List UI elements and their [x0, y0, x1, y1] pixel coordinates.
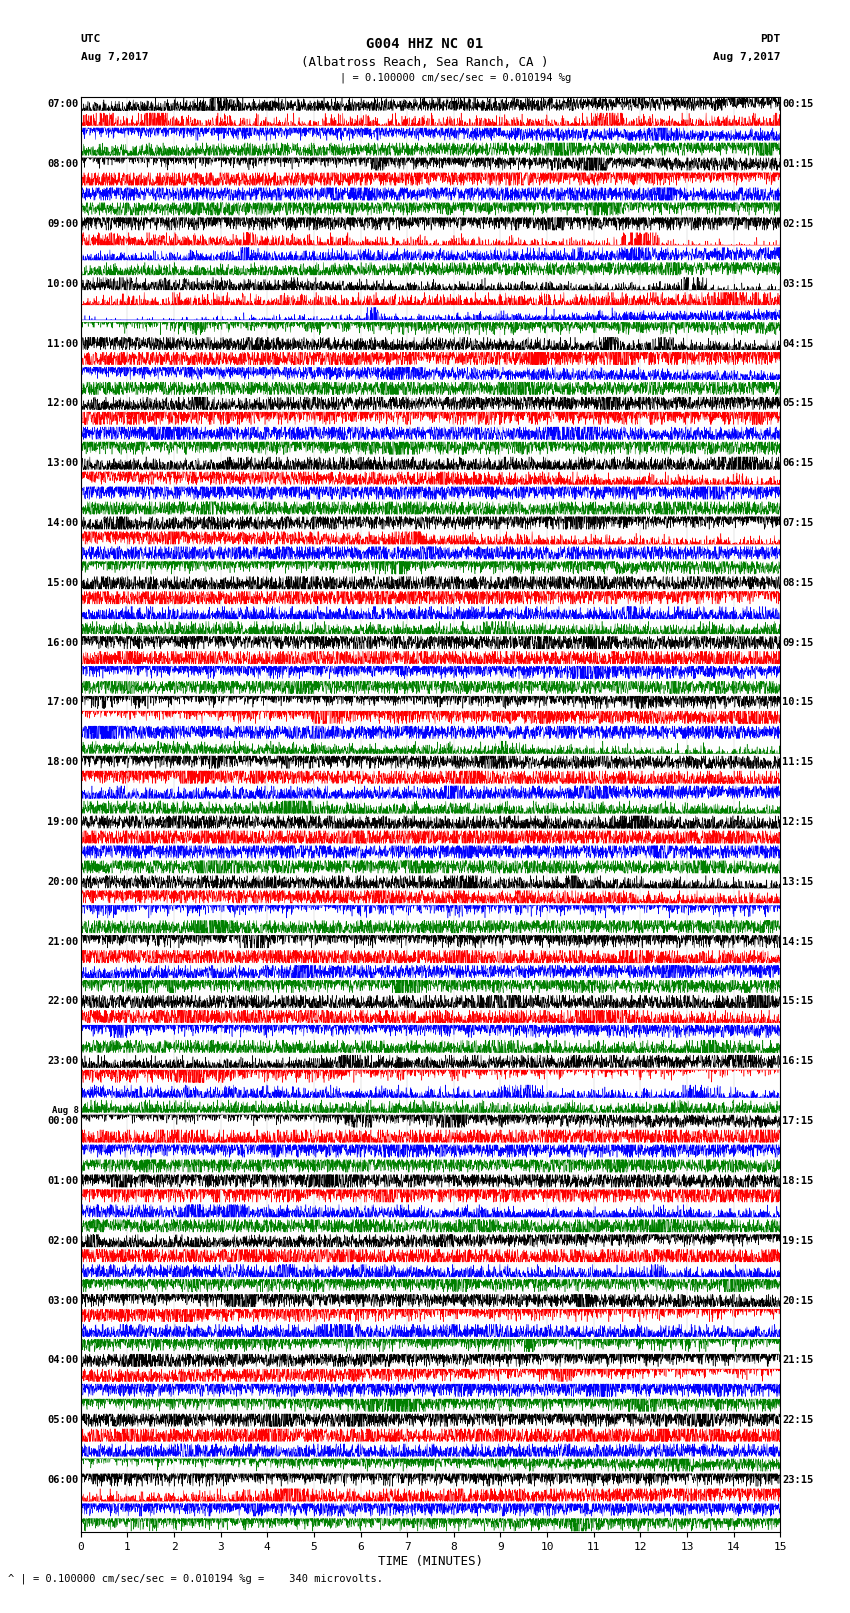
Text: 05:00: 05:00	[48, 1415, 79, 1426]
Text: 00:15: 00:15	[782, 100, 813, 110]
Text: 07:15: 07:15	[782, 518, 813, 527]
Text: 04:15: 04:15	[782, 339, 813, 348]
Text: 16:00: 16:00	[48, 637, 79, 647]
Text: (Albatross Reach, Sea Ranch, CA ): (Albatross Reach, Sea Ranch, CA )	[301, 56, 549, 69]
Text: 21:00: 21:00	[48, 937, 79, 947]
Text: 03:00: 03:00	[48, 1295, 79, 1305]
Text: PDT: PDT	[760, 34, 780, 44]
Text: Aug 7,2017: Aug 7,2017	[713, 52, 780, 61]
Text: 12:15: 12:15	[782, 818, 813, 827]
Text: 18:15: 18:15	[782, 1176, 813, 1186]
Text: 17:00: 17:00	[48, 697, 79, 708]
Text: 10:15: 10:15	[782, 697, 813, 708]
Text: 13:15: 13:15	[782, 877, 813, 887]
Text: 08:15: 08:15	[782, 577, 813, 587]
Text: 13:00: 13:00	[48, 458, 79, 468]
Text: 23:15: 23:15	[782, 1474, 813, 1486]
Text: 02:15: 02:15	[782, 219, 813, 229]
Text: 01:00: 01:00	[48, 1176, 79, 1186]
Text: 09:15: 09:15	[782, 637, 813, 647]
Text: 00:00: 00:00	[48, 1116, 79, 1126]
Text: 01:15: 01:15	[782, 160, 813, 169]
Text: Aug 7,2017: Aug 7,2017	[81, 52, 148, 61]
Text: G004 HHZ NC 01: G004 HHZ NC 01	[366, 37, 484, 52]
Text: 05:15: 05:15	[782, 398, 813, 408]
Text: 04:00: 04:00	[48, 1355, 79, 1365]
Text: 20:00: 20:00	[48, 877, 79, 887]
Text: ^ | = 0.100000 cm/sec/sec = 0.010194 %g =    340 microvolts.: ^ | = 0.100000 cm/sec/sec = 0.010194 %g …	[8, 1573, 383, 1584]
Text: 08:00: 08:00	[48, 160, 79, 169]
Text: 03:15: 03:15	[782, 279, 813, 289]
Text: UTC: UTC	[81, 34, 101, 44]
Text: 22:15: 22:15	[782, 1415, 813, 1426]
Text: 15:00: 15:00	[48, 577, 79, 587]
Text: 09:00: 09:00	[48, 219, 79, 229]
Text: | = 0.100000 cm/sec/sec = 0.010194 %g: | = 0.100000 cm/sec/sec = 0.010194 %g	[340, 73, 571, 82]
Text: 19:00: 19:00	[48, 818, 79, 827]
Text: 17:15: 17:15	[782, 1116, 813, 1126]
Text: 18:00: 18:00	[48, 756, 79, 768]
X-axis label: TIME (MINUTES): TIME (MINUTES)	[378, 1555, 483, 1568]
Text: 06:15: 06:15	[782, 458, 813, 468]
Text: 02:00: 02:00	[48, 1236, 79, 1245]
Text: Aug 8: Aug 8	[52, 1107, 79, 1115]
Text: 11:15: 11:15	[782, 756, 813, 768]
Text: 06:00: 06:00	[48, 1474, 79, 1486]
Text: 14:15: 14:15	[782, 937, 813, 947]
Text: 23:00: 23:00	[48, 1057, 79, 1066]
Text: 16:15: 16:15	[782, 1057, 813, 1066]
Text: 20:15: 20:15	[782, 1295, 813, 1305]
Text: 10:00: 10:00	[48, 279, 79, 289]
Text: 14:00: 14:00	[48, 518, 79, 527]
Text: 07:00: 07:00	[48, 100, 79, 110]
Text: 21:15: 21:15	[782, 1355, 813, 1365]
Text: 11:00: 11:00	[48, 339, 79, 348]
Text: 15:15: 15:15	[782, 997, 813, 1007]
Text: 12:00: 12:00	[48, 398, 79, 408]
Text: 19:15: 19:15	[782, 1236, 813, 1245]
Text: 22:00: 22:00	[48, 997, 79, 1007]
